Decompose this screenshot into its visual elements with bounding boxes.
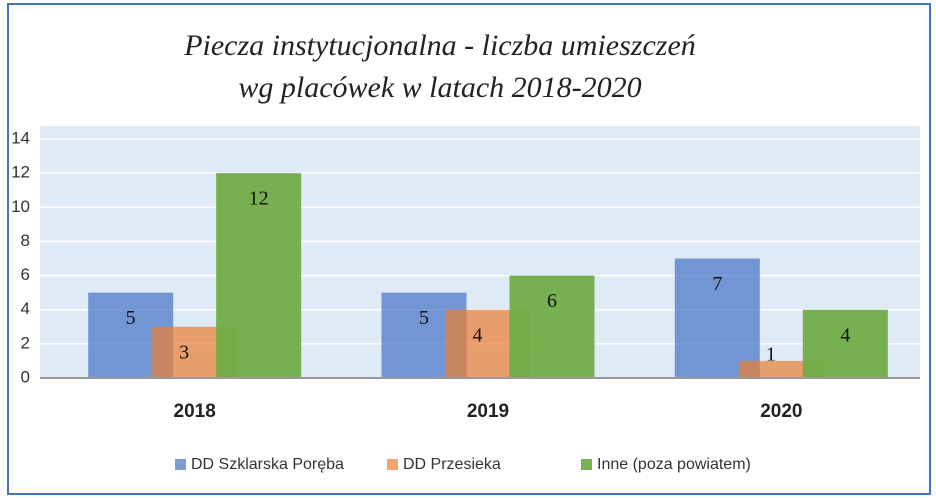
y-tick-label: 14 — [11, 128, 30, 147]
y-tick-label: 10 — [11, 197, 30, 216]
legend-marker — [581, 459, 592, 470]
x-tick-label: 2018 — [174, 401, 216, 422]
data-label: 12 — [249, 188, 269, 210]
legend-marker — [387, 459, 398, 470]
y-tick-label: 2 — [21, 333, 30, 352]
bar — [509, 275, 595, 378]
y-tick-label: 12 — [11, 163, 30, 182]
x-tick-label: 2020 — [760, 401, 802, 422]
data-label: 1 — [766, 344, 776, 366]
legend-marker — [175, 459, 186, 470]
data-label: 4 — [840, 324, 850, 346]
legend-label: DD Szklarska Poręba — [191, 456, 344, 473]
bar — [216, 173, 302, 378]
data-label: 5 — [126, 307, 136, 329]
chart-title: Piecza instytucjonalna - liczba umieszcz… — [183, 29, 696, 62]
chart-title: wg placówek w latach 2018-2020 — [238, 71, 641, 104]
y-tick-label: 4 — [21, 299, 30, 318]
y-tick-label: 8 — [21, 231, 30, 250]
bar — [674, 258, 760, 378]
legend-label: Inne (poza powiatem) — [597, 456, 751, 473]
data-label: 6 — [547, 290, 557, 312]
bar — [802, 309, 888, 378]
y-tick-label: 6 — [21, 265, 30, 284]
x-tick-label: 2019 — [467, 401, 509, 422]
legend-label: DD Przesieka — [403, 456, 501, 473]
data-label: 4 — [473, 324, 483, 346]
data-label: 3 — [179, 341, 189, 363]
bar — [738, 360, 824, 378]
y-tick-label: 0 — [21, 367, 30, 386]
data-label: 7 — [712, 273, 722, 295]
data-label: 5 — [419, 307, 429, 329]
